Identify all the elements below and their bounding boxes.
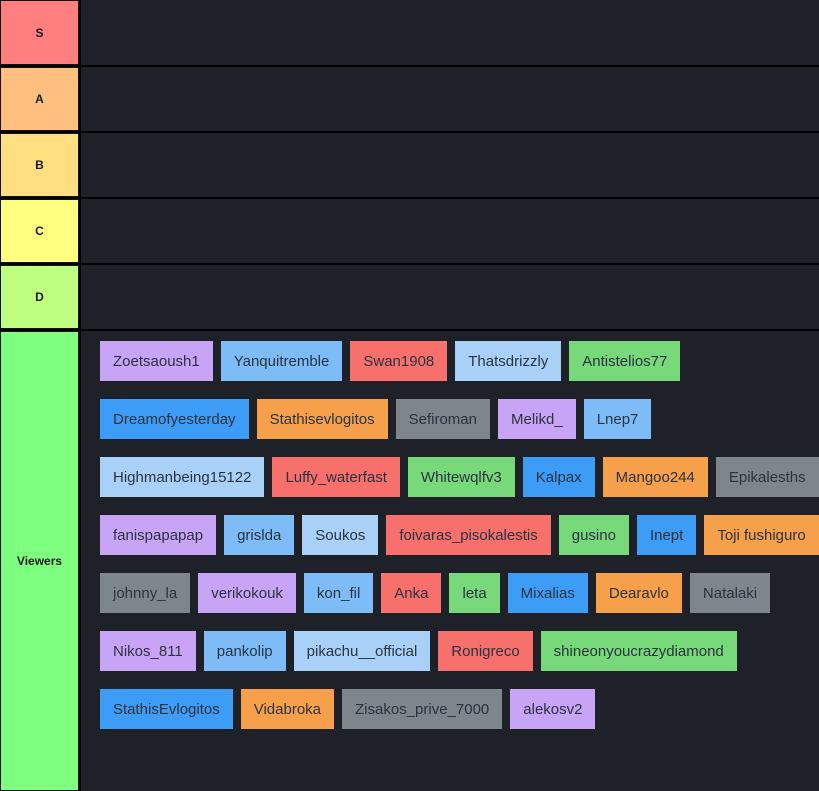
viewer-chip[interactable]: Toji fushiguro	[704, 515, 819, 555]
viewer-chip[interactable]: pikachu__official	[293, 631, 431, 671]
viewer-chip[interactable]: Lnep7	[583, 399, 652, 439]
viewer-chip[interactable]: StathisEvlogitos	[100, 689, 233, 729]
tier-items-c[interactable]	[81, 199, 819, 263]
tier-row-s: S	[0, 0, 819, 65]
viewer-chip[interactable]: Mixalias	[507, 573, 588, 613]
viewer-chip[interactable]: Zisakos_prive_7000	[342, 689, 503, 729]
viewer-chip[interactable]: Mangoo244	[602, 457, 708, 497]
viewer-chip[interactable]: kon_fil	[303, 573, 374, 613]
tier-items-viewers[interactable]: Zoetsaoush1 Yanquitremble Swan1908 Thatsdri…	[81, 331, 819, 791]
viewer-chip[interactable]: johnny_la	[100, 573, 191, 613]
viewer-chip[interactable]: Highmanbeing15122	[100, 457, 265, 497]
viewer-chip[interactable]: Dearavlo	[595, 573, 682, 613]
viewer-chip[interactable]: foivaras_pisokalestis	[386, 515, 551, 555]
tier-label-b[interactable]: B	[0, 133, 79, 197]
viewer-chip[interactable]: Zoetsaoush1	[100, 341, 213, 381]
viewer-chip[interactable]: Antistelios77	[569, 341, 681, 381]
viewer-chip[interactable]: Epikalesths	[715, 457, 819, 497]
viewer-chip[interactable]: Luffy_waterfast	[272, 457, 400, 497]
viewer-chip[interactable]: fanispapapap	[100, 515, 217, 555]
tier-label-d[interactable]: D	[0, 265, 79, 329]
viewer-chip[interactable]: Yanquitremble	[220, 341, 343, 381]
viewer-chip[interactable]: pankolip	[203, 631, 286, 671]
tier-label-viewers[interactable]: Viewers	[0, 331, 79, 791]
tier-label-c[interactable]: C	[0, 199, 79, 263]
viewer-chip[interactable]: Thatsdrizzly	[455, 341, 562, 381]
tier-label-s[interactable]: S	[0, 0, 79, 65]
viewer-chip[interactable]: alekosv2	[510, 689, 596, 729]
tier-items-d[interactable]	[81, 265, 819, 329]
viewer-chip[interactable]: Sefiroman	[395, 399, 490, 439]
viewer-chip[interactable]: Ronigreco	[438, 631, 533, 671]
viewer-chip[interactable]: Whitewqlfv3	[407, 457, 515, 497]
viewer-chip[interactable]: Dreamofyesterday	[100, 399, 249, 439]
viewer-chip[interactable]: shineonyoucrazydiamond	[540, 631, 737, 671]
tier-label-a[interactable]: A	[0, 67, 79, 131]
viewer-chip[interactable]: grislda	[224, 515, 295, 555]
viewer-chip[interactable]: Melikd_	[498, 399, 576, 439]
viewer-chip[interactable]: Inept	[636, 515, 697, 555]
viewer-chip[interactable]: Nikos_811	[100, 631, 196, 671]
viewer-chip[interactable]: gusino	[558, 515, 629, 555]
viewer-chip[interactable]: leta	[449, 573, 500, 613]
viewer-chip[interactable]: verikokouk	[198, 573, 296, 613]
tier-row-b: B	[0, 133, 819, 197]
tier-row-viewers: Viewers Zoetsaoush1 Yanquitremble Swan1908…	[0, 331, 819, 791]
viewer-chip[interactable]: Stathisevlogitos	[256, 399, 388, 439]
tier-items-s[interactable]	[81, 0, 819, 65]
viewer-chip[interactable]: Anka	[381, 573, 442, 613]
viewer-chip[interactable]: Swan1908	[350, 341, 448, 381]
tier-items-a[interactable]	[81, 67, 819, 131]
viewer-chip[interactable]: Natalaki	[689, 573, 771, 613]
viewer-chip[interactable]: Kalpax	[522, 457, 595, 497]
tier-row-a: A	[0, 67, 819, 131]
viewer-chip[interactable]: Soukos	[302, 515, 379, 555]
viewer-chip[interactable]: Vidabroka	[240, 689, 335, 729]
tier-row-c: C	[0, 199, 819, 263]
tier-row-d: D	[0, 265, 819, 329]
tier-items-b[interactable]	[81, 133, 819, 197]
